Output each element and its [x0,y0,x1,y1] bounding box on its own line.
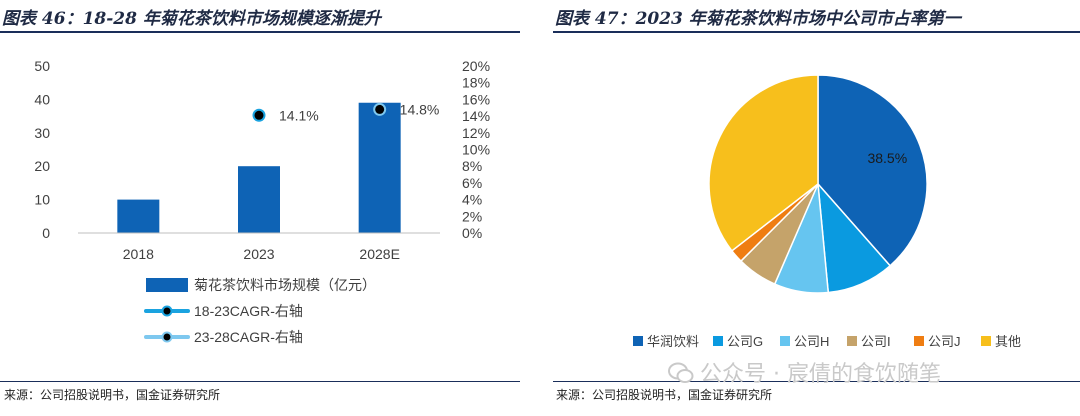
cagr-marker [373,102,387,116]
watermark-text: 公众号 · 宸倩的食饮随笔 [700,362,941,387]
market-size-bar-chart: 0 10 20 30 40 50 0%2%4%6%8%10%12%14%16%18%20% 2… [34,58,490,345]
left-axis-tick-label: 0 [42,225,50,241]
legend-label: 公司I [861,334,891,349]
legend-swatch [981,336,991,346]
watermark: 公众号 · 宸倩的食饮随笔 [668,356,941,388]
cagr-marker [252,108,266,122]
left-axis-tick-label: 30 [34,125,50,141]
right-axis-tick-label: 12% [462,125,490,141]
right-axis-tick-label: 20% [462,58,490,74]
left-axis-tick-label: 20 [34,158,50,174]
legend-label: 公司G [727,334,763,349]
legend-label: 公司J [928,334,961,349]
left-chart-title: 图表 46：18-28 年菊花茶饮料市场规模逐渐提升 [2,9,381,29]
legend-swatch [633,336,643,346]
legend-swatch [780,336,790,346]
pie-slice [708,74,819,252]
right-axis-tick-label: 4% [462,192,482,208]
right-title-rule [553,31,1080,33]
right-axis-tick-label: 2% [462,208,482,224]
x-axis-tick-label: 2018 [123,246,154,262]
legend-swatch-bar [146,278,188,292]
legend-swatch-marker [161,305,173,317]
x-axis-tick-label: 2023 [243,246,274,262]
bar [358,102,401,233]
right-axis-tick-label: 10% [462,142,490,158]
left-footer-rule [0,381,520,382]
bar [238,166,280,233]
left-axis-tick-label: 40 [34,91,50,107]
cagr-data-label: 14.1% [279,107,319,123]
right-source-note: 来源：公司招股说明书，国金证券研究所 [556,388,773,402]
legend-swatch-marker [161,331,173,343]
legend-label: 23-28CAGR-右轴 [194,329,303,345]
legend-label: 菊花茶饮料市场规模（亿元） [194,277,376,293]
left-title-rule [0,31,520,33]
legend-label: 公司H [794,334,829,349]
pie-data-label: 38.5% [867,150,907,166]
wechat-icon [668,362,694,383]
cagr-data-label: 14.8% [400,101,440,117]
left-axis-tick-label: 50 [34,58,50,74]
legend-label: 其他 [995,334,1021,349]
right-axis-tick-label: 6% [462,175,482,191]
legend-swatch [713,336,723,346]
right-axis-tick-label: 8% [462,158,482,174]
legend-swatch [847,336,857,346]
pie-slice [817,74,928,267]
x-axis-tick-label: 2028E [359,246,399,262]
right-chart-title: 图表 47：2023 年菊花茶饮料市场中公司市占率第一 [555,9,961,29]
right-axis-tick-label: 0% [462,225,482,241]
legend-swatch [914,336,924,346]
bar [117,199,160,233]
legend-label: 18-23CAGR-右轴 [194,303,303,319]
right-axis-tick-label: 18% [462,75,490,91]
market-share-pie-chart: 38.5% 华润饮料 公司G 公司H 公司I 公司J 其他 [633,74,1021,349]
right-axis-tick-label: 16% [462,91,490,107]
legend-label: 华润饮料 [647,334,699,349]
right-axis-tick-label: 14% [462,108,490,124]
left-axis-tick-label: 10 [34,192,50,208]
right-footer-rule [553,381,1080,382]
left-source-note: 来源：公司招股说明书，国金证券研究所 [4,388,221,402]
